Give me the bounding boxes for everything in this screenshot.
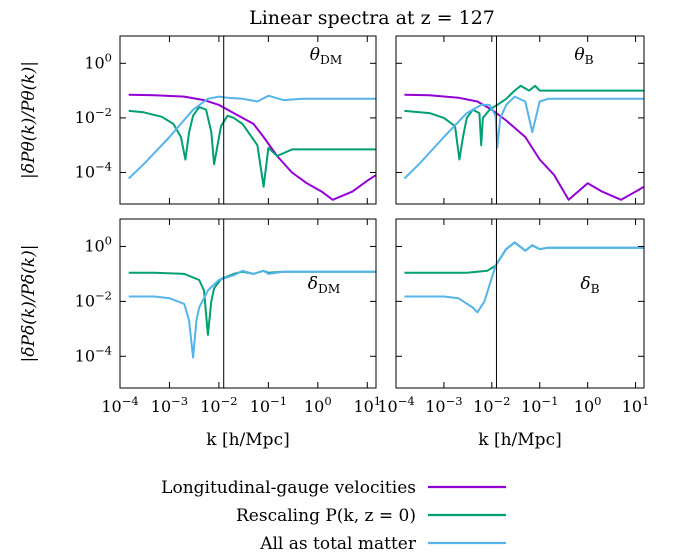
x-tick-label: 101 [353,394,381,416]
series-line-total_matter [404,241,644,314]
x-tick-label: 100 [304,394,332,416]
x-tick-label: 10−3 [425,394,462,416]
panel-frame [395,35,645,205]
series-line-total_matter [128,269,376,359]
series-line-rescaling [404,84,644,161]
y-tick-label: 100 [84,50,112,72]
y-tick-label: 100 [84,233,112,255]
y-axis-label: |δPθ(k)/Pθ(k)| [19,61,39,179]
x-tick-label: 101 [622,394,650,416]
panel-frame [119,35,377,205]
x-tick-label: 10−1 [250,394,287,416]
panel-frame [395,218,645,389]
y-tick-label: 10−2 [75,288,112,310]
y-tick-label: 10−2 [75,105,112,127]
panel-1: 100 10−2 10−4 θDM [75,35,377,205]
series-line-rescaling [128,269,376,336]
y-tick-label: 10−4 [75,343,112,365]
panel-label: δB [580,274,599,296]
x-axis-label: k [h/Mpc] [478,430,561,450]
x-tick-label: 10−4 [101,394,138,416]
x-tick-label: 10−2 [200,394,237,416]
panel-frame [119,218,377,389]
x-tick-label: 10−4 [377,394,414,416]
x-tick-label: 10−1 [521,394,558,416]
panel-label: θDM [310,45,343,67]
chart-title: Linear spectra at z = 127 [249,7,495,29]
series-line-longitudinal [404,93,644,201]
legend-label: Longitudinal-gauge velocities [161,478,416,498]
legend: Longitudinal-gauge velocities Rescaling P… [161,478,506,554]
panel-label: δDM [308,274,341,296]
panel-4: 10−4 10−3 10−2 10−1 100 101 δB [377,218,650,416]
series-line-total_matter [403,95,644,180]
panel-3: 100 10−2 10−4 10−4 10−3 10−2 10−1 100 101 δDM [75,218,381,416]
x-tick-label: 10−2 [473,394,510,416]
x-tick-label: 10−3 [151,394,188,416]
panel-label: θB [574,45,593,67]
y-tick-label: 10−4 [75,159,112,181]
legend-label: All as total matter [259,534,417,554]
series-line-longitudinal [128,93,376,201]
panel-2: θB [395,35,645,205]
series-line-rescaling [128,106,376,188]
series-line-total_matter [128,94,376,180]
x-axis-label: k [h/Mpc] [206,430,289,450]
x-tick-label: 100 [574,394,602,416]
y-axis-label: |δPδ(k)/Pδ(k)| [19,245,39,363]
legend-label: Rescaling P(k, z = 0) [236,506,416,526]
